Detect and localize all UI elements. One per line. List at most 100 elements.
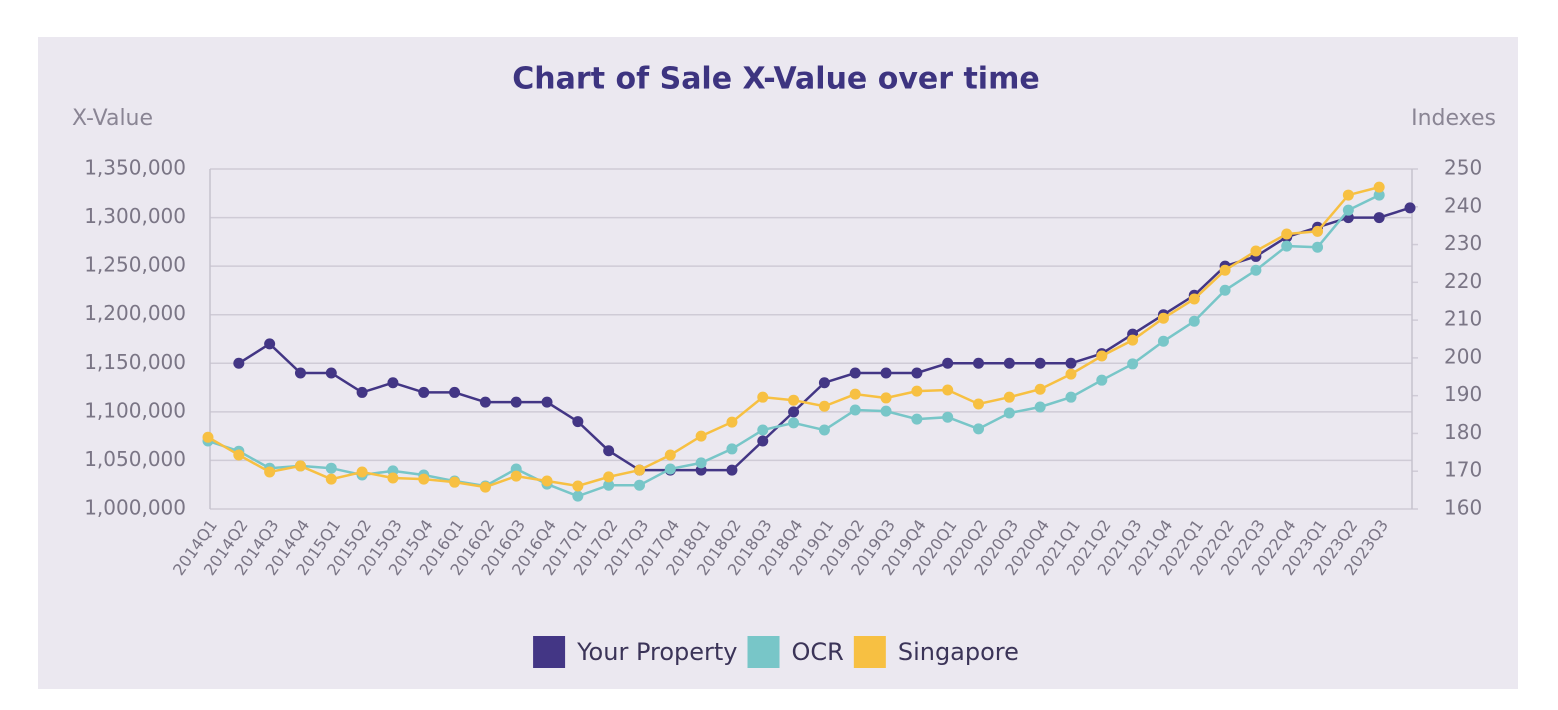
data-point [510,470,522,482]
data-point [1373,181,1385,193]
y2-tick-label: 180 [1444,420,1482,444]
legend-label: OCR [792,638,844,666]
data-point [1281,228,1293,240]
data-point [1003,391,1015,403]
data-point [818,424,830,436]
data-point [1157,312,1169,324]
data-point [880,392,892,404]
y2-tick-label: 210 [1444,307,1482,331]
data-point [1342,204,1354,216]
data-point [418,386,430,398]
data-point [541,475,553,487]
y-tick-label: 1,050,000 [84,447,186,471]
y2-tick-label: 190 [1444,382,1482,406]
y2-tick-label: 170 [1444,458,1482,482]
y-axis-title: X-Value [72,106,153,131]
data-point [479,481,491,493]
data-point [572,416,584,428]
data-point [942,411,954,423]
data-point [603,471,615,483]
data-point [757,391,769,403]
y2-tick-label: 240 [1444,193,1482,217]
y-tick-label: 1,200,000 [84,301,186,325]
data-point [911,385,923,397]
data-point [726,416,738,428]
y-tick-label: 1,150,000 [84,350,186,374]
data-point [1065,368,1077,380]
y2-axis-title: Indexes [1411,106,1496,131]
data-point [449,386,461,398]
data-point [325,473,337,485]
y2-tick-label: 230 [1444,231,1482,255]
data-point [356,386,368,398]
data-point [1096,350,1108,362]
data-point [1312,225,1324,237]
data-point [541,396,553,408]
data-point [1281,240,1293,252]
legend-swatch [533,636,566,668]
data-point [633,479,645,491]
data-point [264,466,276,478]
data-point [1342,189,1354,201]
data-point [726,464,738,476]
data-point [1127,334,1139,346]
data-point [911,367,923,379]
data-point [603,445,615,457]
legend-swatch [853,636,886,668]
data-point [264,338,276,350]
y2-tick-label: 220 [1444,269,1482,293]
data-point [356,466,368,478]
data-point [1096,374,1108,386]
data-point [449,476,461,488]
data-point [757,435,769,447]
data-point [325,462,337,474]
data-point [572,490,584,502]
data-point [418,473,430,485]
y-tick-label: 1,250,000 [84,253,186,277]
data-point [294,460,306,472]
data-point [233,357,245,369]
data-point [479,396,491,408]
data-point [942,357,954,369]
data-point [1188,315,1200,327]
data-point [325,367,337,379]
data-point [1034,357,1046,369]
data-point [294,367,306,379]
data-point [1250,245,1262,257]
legend: Your Property OCR Singapore [533,636,1019,668]
y2-tick-label: 200 [1444,344,1482,368]
data-point [695,430,707,442]
y-tick-label: 1,350,000 [84,156,186,180]
data-point [818,377,830,389]
data-point [973,423,985,435]
data-point [633,464,645,476]
data-point [849,404,861,416]
data-point [973,398,985,410]
data-point [1219,264,1231,276]
data-point [1003,407,1015,419]
data-point [849,367,861,379]
data-point [818,400,830,412]
data-point [788,417,800,429]
data-point [1219,284,1231,296]
legend-label: Your Property [576,638,737,666]
data-point [1312,241,1324,253]
y2-tick-label: 160 [1444,496,1482,520]
data-point [1127,358,1139,370]
data-point [1373,189,1385,201]
data-point [1065,357,1077,369]
legend-swatch [747,636,780,668]
legend-label: Singapore [898,638,1019,666]
chart-title: Chart of Sale X-Value over time [512,62,1039,97]
data-point [1404,202,1416,214]
data-point [1157,335,1169,347]
y2-tick-label: 250 [1444,156,1482,180]
data-point [603,479,615,491]
y-tick-label: 1,000,000 [84,496,186,520]
data-point [880,405,892,417]
data-point [1188,293,1200,305]
data-point [664,463,676,475]
data-point [1003,357,1015,369]
data-point [695,457,707,469]
data-point [510,396,522,408]
